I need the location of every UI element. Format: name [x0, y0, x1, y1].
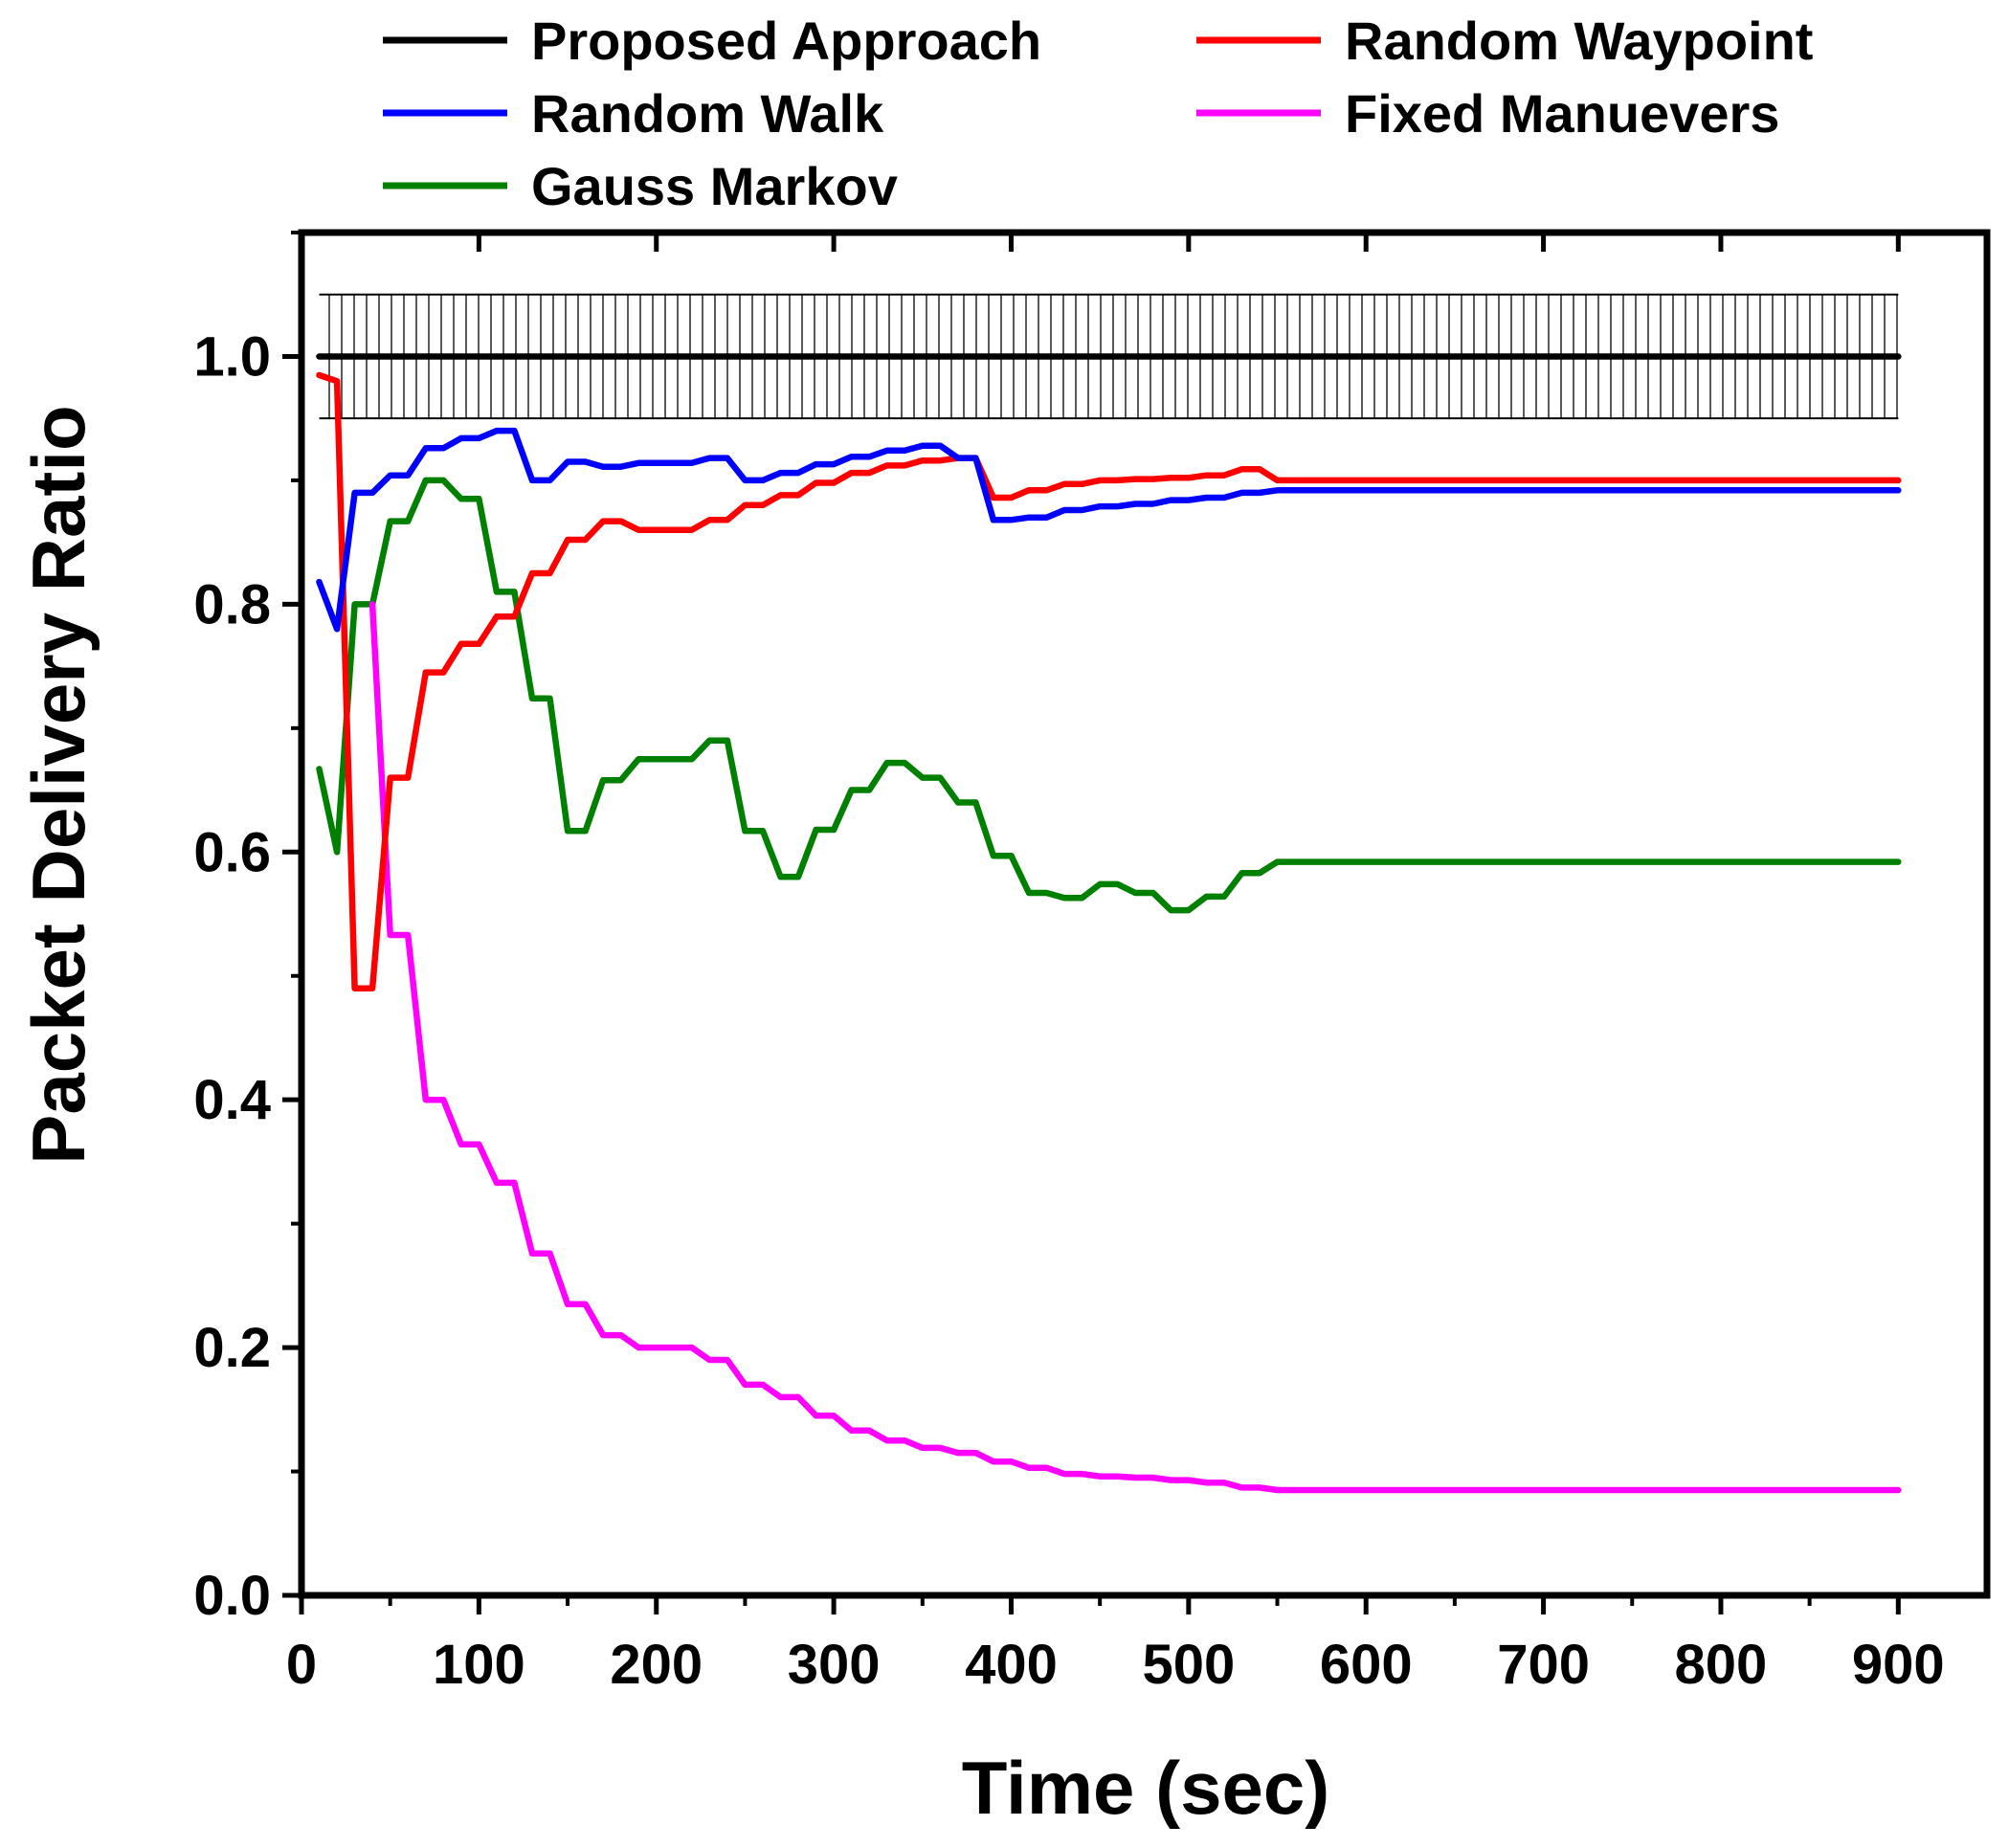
x-tick-label: 700	[1497, 1634, 1590, 1696]
x-tick-label: 800	[1675, 1634, 1768, 1696]
x-tick-label: 600	[1320, 1634, 1413, 1696]
y-tick-label: 0.8	[193, 573, 271, 635]
x-tick-label: 400	[965, 1634, 1058, 1696]
plot-frame	[298, 229, 1991, 1599]
y-tick-label: 0.0	[193, 1565, 271, 1627]
x-tick-label: 100	[433, 1634, 525, 1696]
x-axis-title: Time (sec)	[962, 1746, 1329, 1830]
series-line-random-walk	[316, 427, 1902, 633]
legend: Proposed Approach Random Waypoint Random W…	[383, 11, 1813, 216]
axes-layer: 0 100 200 300 400 500 600 700 800 900 0.0 0.2 0.4 0.6…	[193, 229, 1991, 1696]
y-tick-label: 0.4	[193, 1069, 271, 1131]
series-lines-layer	[316, 353, 1902, 1494]
x-tick-label: 0	[286, 1634, 317, 1696]
y-tick-label: 1.0	[193, 325, 271, 388]
series-line-fixed-manuevers	[368, 601, 1902, 1494]
x-tick-label: 900	[1852, 1634, 1945, 1696]
x-tick-label: 200	[610, 1634, 703, 1696]
y-axis-title: Packet Delivery Ratio	[16, 405, 100, 1164]
x-tick-label: 500	[1142, 1634, 1235, 1696]
legend-label-random-waypoint: Random Waypoint	[1345, 11, 1813, 71]
series-line-random-waypoint	[316, 371, 1902, 991]
series-line-gauss-markov	[316, 477, 1902, 914]
x-tick-label: 300	[788, 1634, 881, 1696]
legend-label-fixed-manuevers: Fixed Manuevers	[1345, 83, 1779, 144]
legend-label-random-walk: Random Walk	[531, 83, 884, 144]
y-tick-label: 0.6	[193, 821, 271, 883]
legend-label-proposed-approach: Proposed Approach	[531, 11, 1041, 71]
legend-label-gauss-markov: Gauss Markov	[531, 156, 898, 216]
y-tick-label: 0.2	[193, 1317, 271, 1379]
